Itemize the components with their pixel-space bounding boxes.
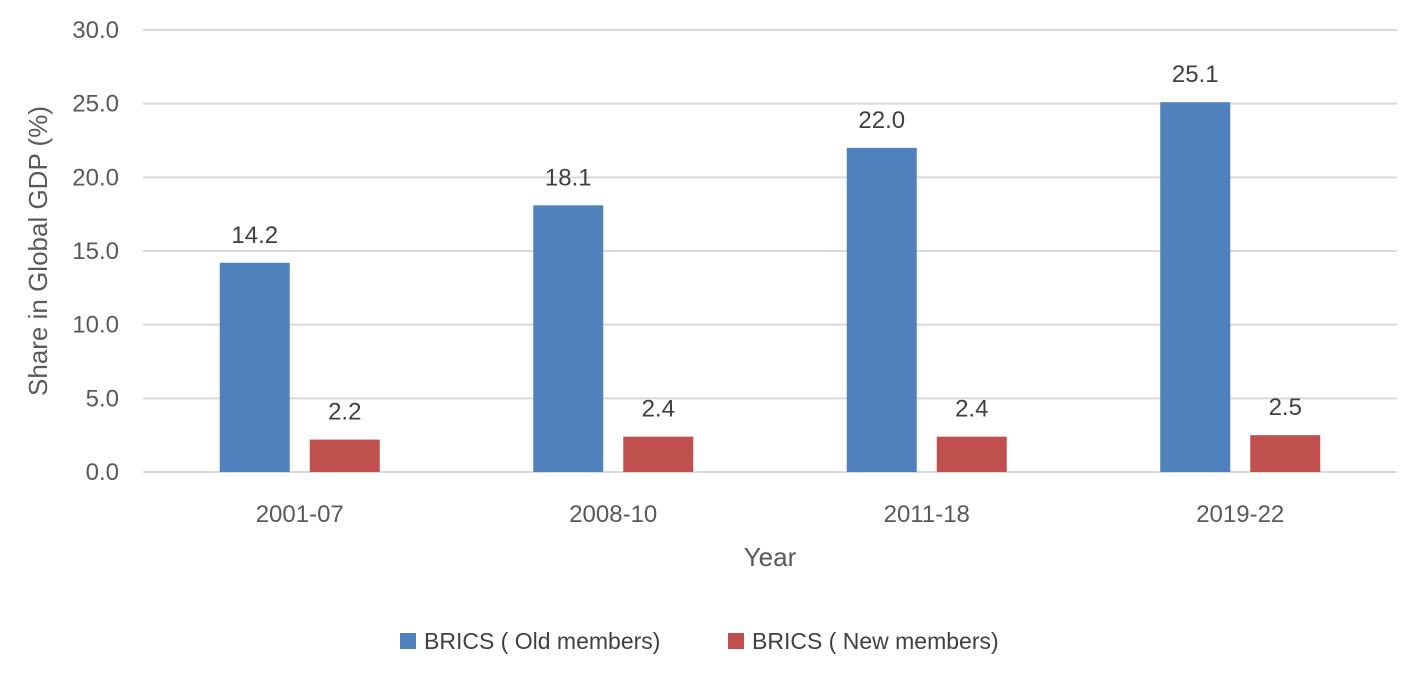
- y-tick-label: 5.0: [86, 385, 119, 412]
- data-label: 2.4: [955, 396, 988, 423]
- x-tick-label: 2001-07: [256, 501, 344, 528]
- y-tick-label: 20.0: [72, 164, 119, 191]
- x-tick-label: 2008-10: [569, 501, 657, 528]
- y-axis-title: Share in Global GDP (%): [23, 106, 53, 396]
- bar: [219, 262, 290, 472]
- bar: [846, 147, 917, 472]
- bars: [219, 102, 1321, 473]
- y-tick-label: 25.0: [72, 91, 119, 118]
- gridlines: [143, 29, 1397, 473]
- bar: [1250, 435, 1321, 472]
- bar: [1160, 102, 1231, 473]
- y-axis-ticks: 0.0 5.0 10.0 15.0 20.0 25.0 30.0: [72, 17, 119, 486]
- x-tick-label: 2019-22: [1196, 501, 1284, 528]
- data-label: 2.4: [642, 396, 675, 423]
- bar: [936, 436, 1007, 472]
- x-tick-label: 2011-18: [884, 501, 970, 528]
- y-tick-label: 0.0: [86, 459, 119, 486]
- legend-swatch: [728, 633, 744, 649]
- data-label: 14.2: [231, 222, 278, 249]
- x-axis-title: Year: [744, 542, 797, 572]
- data-labels: 14.2 2.2 18.1 2.4 22.0 2.4 25.1 2.5: [231, 61, 1302, 425]
- bar: [533, 205, 604, 472]
- bar: [309, 439, 380, 472]
- legend-label: BRICS ( New members): [752, 628, 999, 654]
- data-label: 2.5: [1269, 394, 1302, 421]
- data-label: 22.0: [858, 107, 905, 134]
- bar: [623, 436, 694, 472]
- data-label: 18.1: [545, 164, 592, 191]
- data-label: 2.2: [328, 399, 361, 426]
- data-label: 25.1: [1172, 61, 1219, 88]
- legend-label: BRICS ( Old members): [424, 628, 660, 654]
- x-axis-ticks: 2001-07 2008-10 2011-18 2019-22: [256, 501, 1285, 528]
- y-tick-label: 30.0: [72, 17, 119, 44]
- y-tick-label: 10.0: [72, 312, 119, 339]
- y-tick-label: 15.0: [72, 238, 119, 265]
- legend: BRICS ( Old members) BRICS ( New members): [400, 628, 999, 654]
- legend-swatch: [400, 633, 416, 649]
